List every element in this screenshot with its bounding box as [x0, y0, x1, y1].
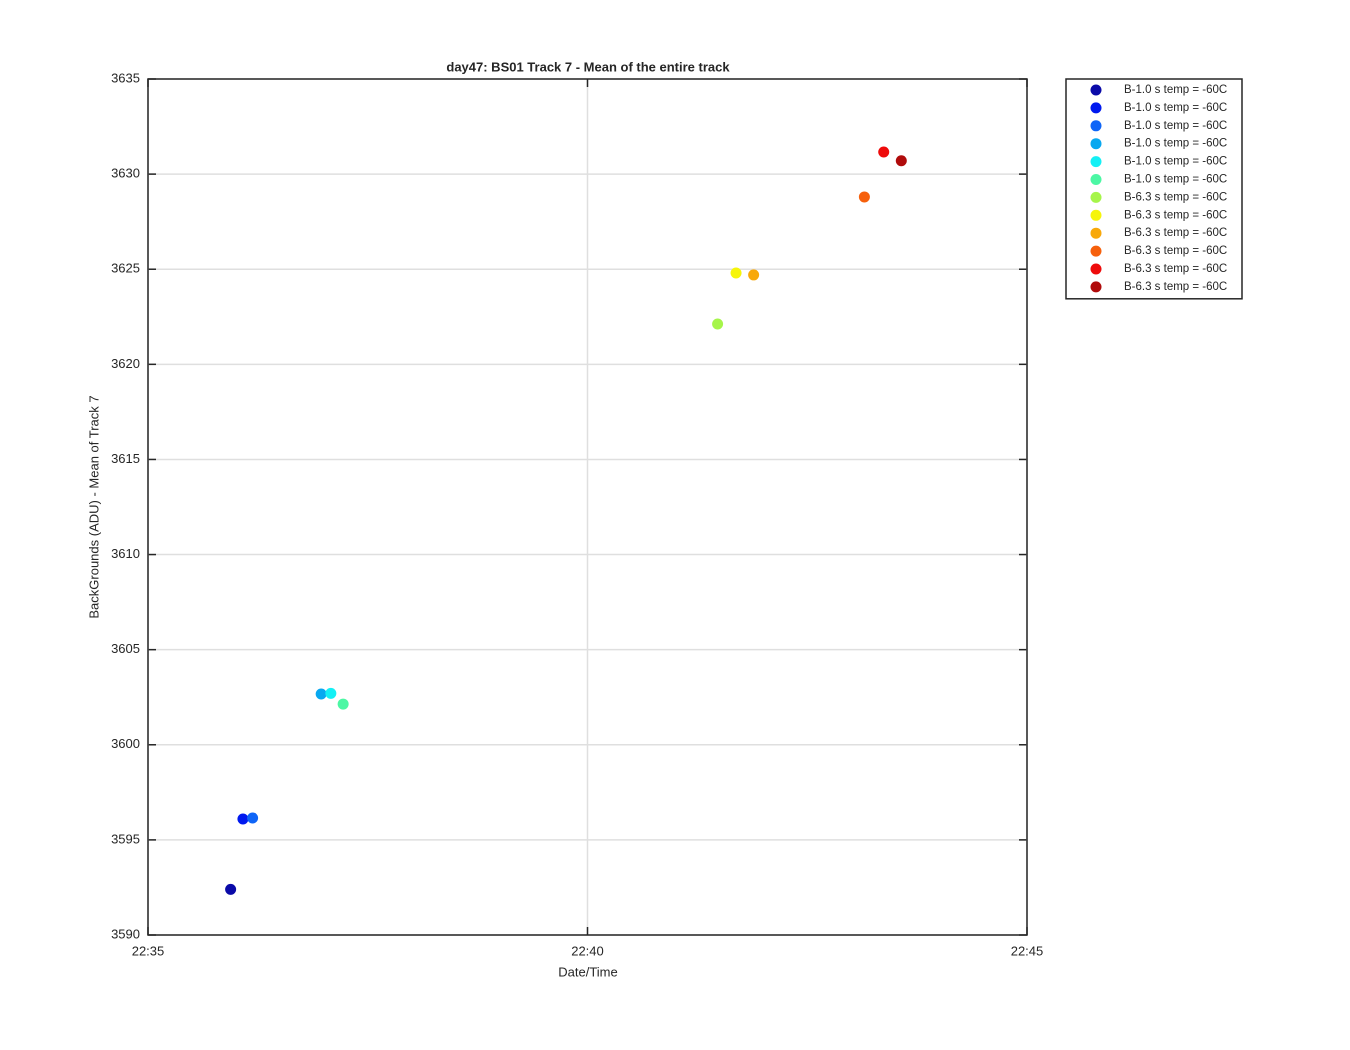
- legend-marker: [1090, 209, 1102, 221]
- legend-label: B-1.0 s temp = -60C: [1124, 120, 1227, 132]
- legend-label: B-1.0 s temp = -60C: [1124, 174, 1227, 186]
- point: [858, 191, 870, 203]
- point: [730, 267, 742, 279]
- point: [712, 318, 724, 330]
- legend-label: B-6.3 s temp = -60C: [1124, 227, 1227, 239]
- legend-marker: [1090, 120, 1102, 132]
- x-tick-label: 22:35: [132, 943, 165, 958]
- legend-label: B-1.0 s temp = -60C: [1124, 138, 1227, 150]
- legend-label: B-1.0 s temp = -60C: [1124, 156, 1227, 168]
- legend-label: B-6.3 s temp = -60C: [1124, 245, 1227, 257]
- legend-marker: [1090, 84, 1102, 96]
- legend-marker: [1090, 138, 1102, 150]
- legend-box: [1065, 78, 1243, 300]
- point: [315, 688, 327, 700]
- y-tick-label: 3625: [111, 261, 140, 276]
- point: [337, 698, 349, 710]
- y-tick-label: 3630: [111, 166, 140, 181]
- legend-marker: [1090, 191, 1102, 203]
- point: [237, 813, 249, 825]
- point: [895, 155, 907, 167]
- y-tick-label: 3635: [111, 70, 140, 85]
- legend-marker: [1090, 156, 1102, 168]
- y-tick-label: 3605: [111, 641, 140, 656]
- y-axis-label: BackGrounds (ADU) - Mean of Track 7: [86, 395, 101, 618]
- x-axis-label: Date/Time: [558, 964, 617, 979]
- legend-marker: [1090, 263, 1102, 275]
- y-tick-label: 3595: [111, 831, 140, 846]
- legend-marker: [1090, 245, 1102, 257]
- chart-title: day47: BS01 Track 7 - Mean of the entire…: [446, 59, 730, 74]
- legend-label: B-1.0 s temp = -60C: [1124, 102, 1227, 114]
- plot-frame: [147, 78, 1028, 936]
- x-tick-label: 22:40: [571, 943, 604, 958]
- legend-label: B-6.3 s temp = -60C: [1124, 209, 1227, 221]
- x-tick-label: 22:45: [1011, 943, 1044, 958]
- y-tick-label: 3610: [111, 546, 140, 561]
- point: [748, 269, 760, 281]
- legend-marker: [1090, 174, 1102, 185]
- legend-marker: [1090, 281, 1102, 293]
- y-tick-label: 3600: [111, 736, 140, 751]
- y-tick-label: 3620: [111, 356, 140, 371]
- legend-label: B-6.3 s temp = -60C: [1124, 191, 1227, 203]
- point: [878, 146, 890, 158]
- point: [225, 883, 237, 895]
- legend-marker: [1090, 227, 1102, 239]
- legend-label: B-1.0 s temp = -60C: [1124, 84, 1227, 96]
- point: [247, 812, 259, 824]
- y-tick-label: 3615: [111, 451, 140, 466]
- legend-label: B-6.3 s temp = -60C: [1124, 281, 1227, 293]
- legend-label: B-6.3 s temp = -60C: [1124, 263, 1227, 275]
- legend-marker: [1090, 102, 1102, 114]
- point: [325, 687, 337, 699]
- y-tick-label: 3590: [111, 926, 140, 941]
